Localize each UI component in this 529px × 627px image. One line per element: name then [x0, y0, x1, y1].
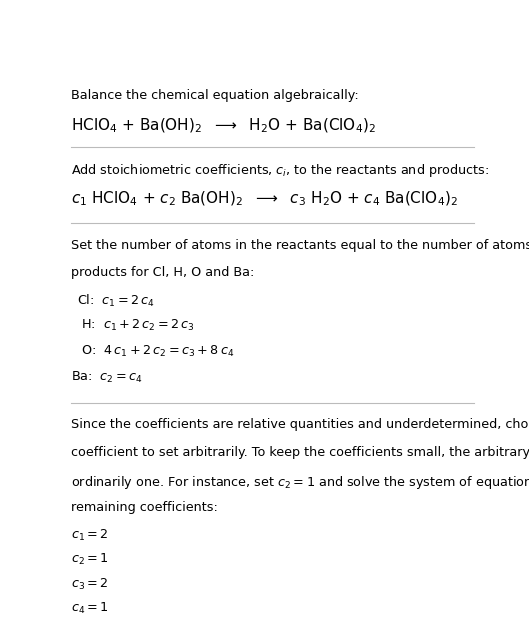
Text: Set the number of atoms in the reactants equal to the number of atoms in the: Set the number of atoms in the reactants…	[71, 239, 529, 251]
Text: $c_4 = 1$: $c_4 = 1$	[71, 601, 109, 616]
Text: $c_1$ HClO$_4$ + $c_2$ Ba(OH)$_2$  $\longrightarrow$  $c_3$ H$_2$O + $c_4$ Ba(Cl: $c_1$ HClO$_4$ + $c_2$ Ba(OH)$_2$ $\long…	[71, 190, 458, 209]
Text: $c_2 = 1$: $c_2 = 1$	[71, 552, 109, 567]
Text: H:  $c_1 + 2\,c_2 = 2\,c_3$: H: $c_1 + 2\,c_2 = 2\,c_3$	[73, 319, 195, 334]
Text: ordinarily one. For instance, set $c_2 = 1$ and solve the system of equations fo: ordinarily one. For instance, set $c_2 =…	[71, 473, 529, 490]
Text: remaining coefficients:: remaining coefficients:	[71, 501, 218, 514]
Text: Ba:  $c_2 = c_4$: Ba: $c_2 = c_4$	[71, 369, 143, 384]
Text: $c_3 = 2$: $c_3 = 2$	[71, 576, 108, 592]
Text: HClO$_4$ + Ba(OH)$_2$  $\longrightarrow$  H$_2$O + Ba(ClO$_4$)$_2$: HClO$_4$ + Ba(OH)$_2$ $\longrightarrow$ …	[71, 117, 376, 135]
Text: Balance the chemical equation algebraically:: Balance the chemical equation algebraica…	[71, 89, 359, 102]
Text: O:  $4\,c_1 + 2\,c_2 = c_3 + 8\,c_4$: O: $4\,c_1 + 2\,c_2 = c_3 + 8\,c_4$	[73, 344, 234, 359]
Text: $c_1 = 2$: $c_1 = 2$	[71, 528, 108, 543]
Text: Add stoichiometric coefficients, $c_i$, to the reactants and products:: Add stoichiometric coefficients, $c_i$, …	[71, 162, 489, 179]
Text: products for Cl, H, O and Ba:: products for Cl, H, O and Ba:	[71, 266, 254, 280]
Text: Cl:  $c_1 = 2\,c_4$: Cl: $c_1 = 2\,c_4$	[73, 293, 155, 309]
Text: Since the coefficients are relative quantities and underdetermined, choose a: Since the coefficients are relative quan…	[71, 418, 529, 431]
Text: coefficient to set arbitrarily. To keep the coefficients small, the arbitrary va: coefficient to set arbitrarily. To keep …	[71, 446, 529, 459]
